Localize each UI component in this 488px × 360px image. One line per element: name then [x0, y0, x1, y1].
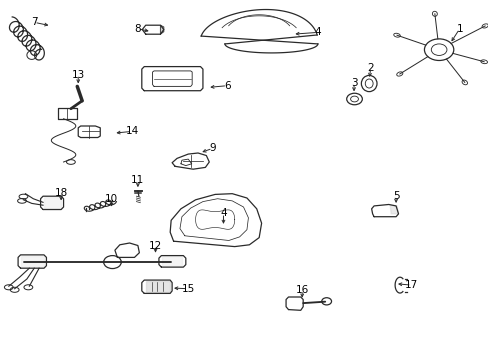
Text: 18: 18 [54, 188, 68, 198]
Text: 11: 11 [131, 175, 144, 185]
Text: 10: 10 [105, 194, 118, 204]
Text: 8: 8 [134, 24, 141, 34]
Text: 5: 5 [392, 191, 399, 201]
Polygon shape [145, 281, 169, 292]
Text: 1: 1 [455, 24, 462, 34]
Text: 7: 7 [31, 17, 38, 27]
Polygon shape [20, 256, 44, 267]
Text: 16: 16 [295, 285, 308, 295]
Polygon shape [160, 25, 163, 34]
Text: 12: 12 [148, 240, 162, 251]
Text: 4: 4 [314, 27, 321, 37]
Text: 2: 2 [366, 63, 373, 73]
Text: 14: 14 [125, 126, 139, 136]
Polygon shape [44, 197, 61, 209]
Polygon shape [389, 205, 398, 214]
Text: 15: 15 [181, 284, 195, 294]
Text: 13: 13 [71, 70, 85, 80]
Text: 3: 3 [350, 78, 357, 88]
Text: 4: 4 [220, 208, 226, 218]
Text: 6: 6 [224, 81, 230, 91]
Polygon shape [162, 256, 182, 266]
Text: 17: 17 [404, 280, 418, 290]
Text: 9: 9 [209, 143, 216, 153]
